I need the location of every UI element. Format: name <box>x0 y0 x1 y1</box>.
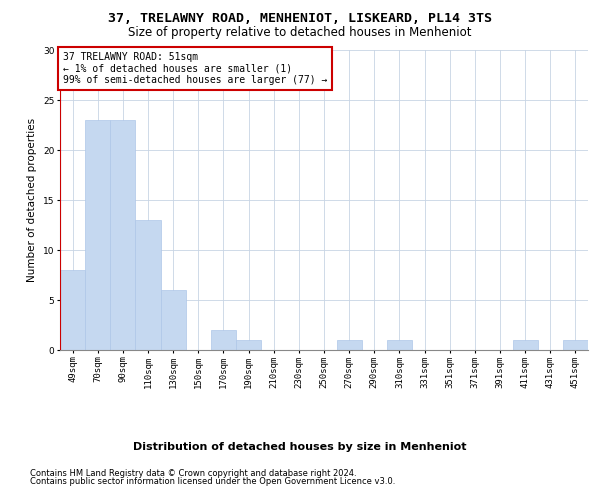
Text: Distribution of detached houses by size in Menheniot: Distribution of detached houses by size … <box>133 442 467 452</box>
Bar <box>136 220 161 350</box>
Bar <box>211 330 236 350</box>
Bar <box>60 270 85 350</box>
Text: Contains public sector information licensed under the Open Government Licence v3: Contains public sector information licen… <box>30 477 395 486</box>
Bar <box>236 340 261 350</box>
Bar <box>85 120 110 350</box>
Text: 37, TRELAWNY ROAD, MENHENIOT, LISKEARD, PL14 3TS: 37, TRELAWNY ROAD, MENHENIOT, LISKEARD, … <box>108 12 492 26</box>
Bar <box>512 340 538 350</box>
Bar <box>387 340 412 350</box>
Bar <box>161 290 186 350</box>
Bar <box>110 120 136 350</box>
Bar <box>563 340 588 350</box>
Bar <box>337 340 362 350</box>
Y-axis label: Number of detached properties: Number of detached properties <box>28 118 37 282</box>
Text: Size of property relative to detached houses in Menheniot: Size of property relative to detached ho… <box>128 26 472 39</box>
Text: Contains HM Land Registry data © Crown copyright and database right 2024.: Contains HM Land Registry data © Crown c… <box>30 468 356 477</box>
Text: 37 TRELAWNY ROAD: 51sqm
← 1% of detached houses are smaller (1)
99% of semi-deta: 37 TRELAWNY ROAD: 51sqm ← 1% of detached… <box>62 52 327 84</box>
